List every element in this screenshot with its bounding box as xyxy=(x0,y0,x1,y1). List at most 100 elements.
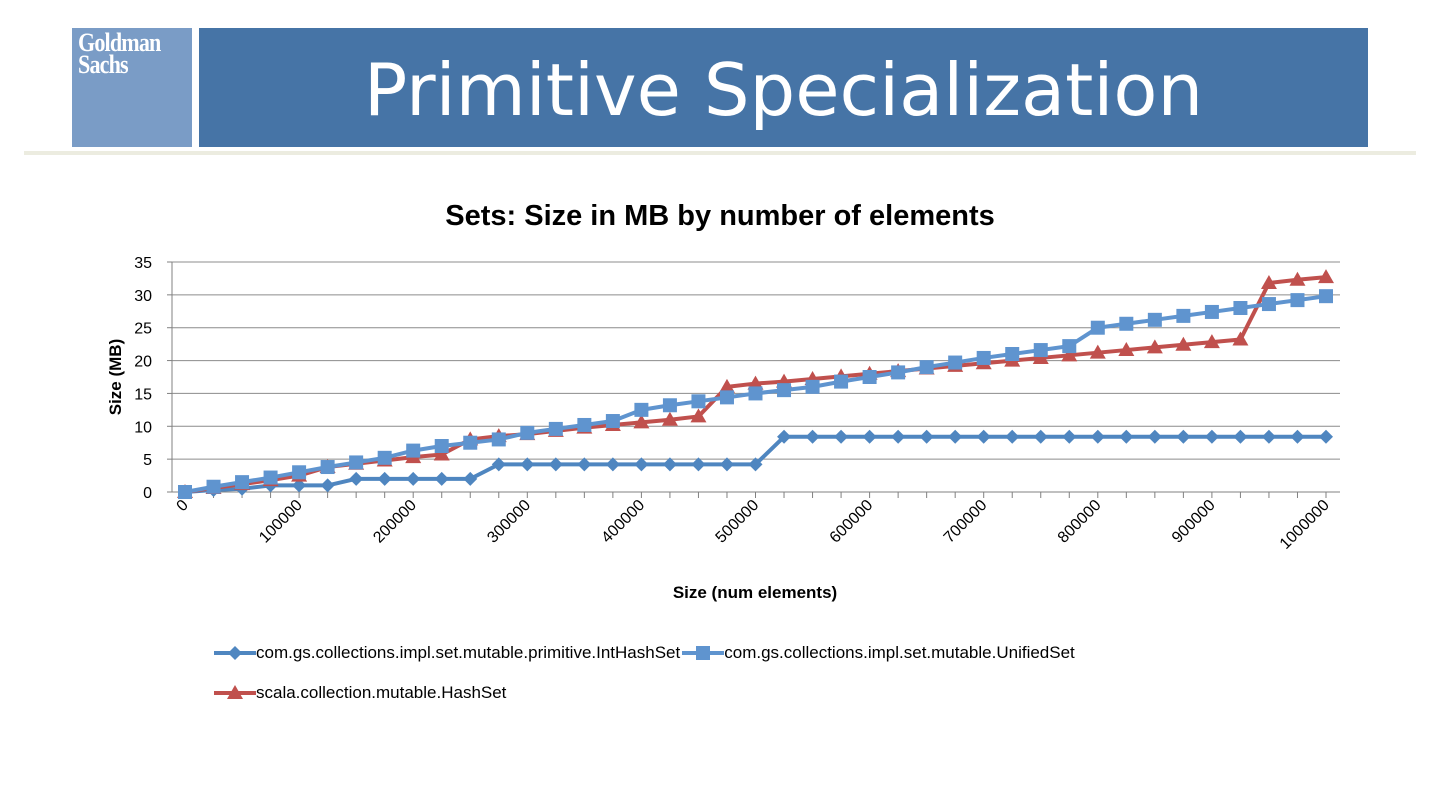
legend-label: com.gs.collections.impl.set.mutable.Unif… xyxy=(724,643,1075,662)
data-point-triangle xyxy=(1289,271,1306,286)
data-point-diamond xyxy=(463,471,478,486)
data-point-diamond xyxy=(662,457,677,472)
legend-label: scala.collection.mutable.HashSet xyxy=(256,683,507,702)
data-point-triangle xyxy=(1318,269,1334,284)
x-tick-label: 400000 xyxy=(598,497,648,547)
x-tick-label: 700000 xyxy=(941,497,991,547)
y-tick-label: 30 xyxy=(134,288,152,305)
data-point-square xyxy=(1204,304,1219,319)
data-point-triangle xyxy=(1089,344,1106,359)
logo-line-2: Sachs xyxy=(78,50,129,79)
data-point-square xyxy=(1005,347,1020,361)
data-point-diamond xyxy=(1033,429,1048,444)
data-point-diamond xyxy=(1119,429,1134,444)
data-point-square xyxy=(320,460,335,475)
data-point-diamond xyxy=(377,471,392,486)
data-point-square xyxy=(406,443,421,458)
data-point-diamond xyxy=(1005,429,1020,444)
data-point-diamond xyxy=(577,457,592,472)
data-point-diamond xyxy=(434,471,449,486)
data-point-diamond xyxy=(406,471,421,486)
logo-text: Goldman Sachs xyxy=(78,28,161,79)
x-tick-label: 900000 xyxy=(1169,497,1219,547)
data-point-diamond xyxy=(919,429,934,444)
data-point-square xyxy=(434,439,449,453)
logo-line-1: Goldman xyxy=(78,28,161,57)
data-point-square xyxy=(1233,301,1248,315)
data-point-diamond xyxy=(491,457,506,472)
data-point-triangle xyxy=(661,411,678,426)
data-point-square xyxy=(263,470,278,485)
data-point-square xyxy=(662,398,677,413)
legend-item: com.gs.collections.impl.set.mutable.prim… xyxy=(214,640,680,666)
data-point-square xyxy=(719,390,734,405)
data-point-square xyxy=(862,370,877,384)
data-point-diamond xyxy=(292,478,307,493)
y-tick-label: 15 xyxy=(134,386,152,403)
legend-swatch-triangle xyxy=(214,685,256,699)
size-chart: Sets: Size in MB by number of elements 0 5… xyxy=(106,200,1340,602)
data-point-triangle xyxy=(747,375,764,390)
y-axis-label: Size (MB) xyxy=(106,339,125,416)
data-point-diamond xyxy=(1204,429,1219,444)
data-point-square xyxy=(1290,293,1305,308)
data-point-diamond xyxy=(862,429,877,444)
x-tick-label: 500000 xyxy=(713,497,763,547)
data-point-diamond xyxy=(320,478,335,493)
data-point-square xyxy=(463,435,478,450)
x-tick-label: 200000 xyxy=(370,497,420,547)
data-point-diamond xyxy=(834,429,849,444)
data-point-diamond xyxy=(691,457,706,472)
x-tick-label: 100000 xyxy=(256,497,306,547)
data-point-square xyxy=(178,485,192,499)
y-tick-label: 35 xyxy=(134,255,152,272)
data-point-square xyxy=(1062,339,1077,354)
x-tick-label: 800000 xyxy=(1055,497,1105,547)
data-point-diamond xyxy=(1261,429,1276,444)
data-point-square xyxy=(948,355,963,370)
data-point-square xyxy=(1147,312,1162,327)
data-point-square xyxy=(805,379,820,394)
data-point-square xyxy=(1033,343,1048,358)
data-point-square xyxy=(548,421,563,436)
data-point-triangle xyxy=(1232,331,1249,346)
y-tick-label: 25 xyxy=(134,321,152,338)
data-point-diamond xyxy=(1319,429,1333,444)
data-point-diamond xyxy=(805,429,820,444)
data-point-square xyxy=(1119,316,1134,331)
x-tick-label: 600000 xyxy=(827,497,877,547)
y-tick-label: 5 xyxy=(143,452,152,469)
chart-title: Sets: Size in MB by number of elements xyxy=(445,200,995,232)
data-point-diamond xyxy=(719,457,734,472)
data-point-square xyxy=(605,414,620,429)
data-point-square xyxy=(891,365,906,380)
title-bar: Primitive Specialization xyxy=(199,28,1368,147)
data-point-diamond xyxy=(891,429,906,444)
x-axis-label: Size (num elements) xyxy=(673,583,837,602)
y-tick-label: 0 xyxy=(143,485,152,502)
data-point-triangle xyxy=(1260,275,1277,290)
legend-label: com.gs.collections.impl.set.mutable.prim… xyxy=(256,643,681,662)
data-point-square xyxy=(577,417,592,432)
data-point-diamond xyxy=(948,429,963,444)
legend-item: scala.collection.mutable.HashSet xyxy=(214,680,506,706)
data-point-diamond xyxy=(605,457,620,472)
data-point-triangle xyxy=(1146,339,1163,354)
data-point-square xyxy=(1090,320,1105,335)
data-point-triangle xyxy=(1175,336,1192,351)
data-point-square xyxy=(1319,289,1333,304)
data-point-square xyxy=(377,450,392,465)
legend-swatch-diamond xyxy=(214,646,256,660)
data-point-square xyxy=(349,455,364,470)
data-point-square xyxy=(206,479,221,494)
data-point-diamond xyxy=(1147,429,1162,444)
data-point-square xyxy=(292,465,307,480)
legend-swatch-marker xyxy=(696,646,711,660)
y-tick-label: 20 xyxy=(134,354,152,371)
data-point-diamond xyxy=(520,457,535,472)
x-tick-label: 0 xyxy=(174,497,192,515)
x-tick-label: 300000 xyxy=(484,497,534,547)
legend-row: scala.collection.mutable.HashSet xyxy=(214,680,1214,720)
data-point-triangle xyxy=(1061,347,1078,362)
data-point-square xyxy=(491,432,506,447)
